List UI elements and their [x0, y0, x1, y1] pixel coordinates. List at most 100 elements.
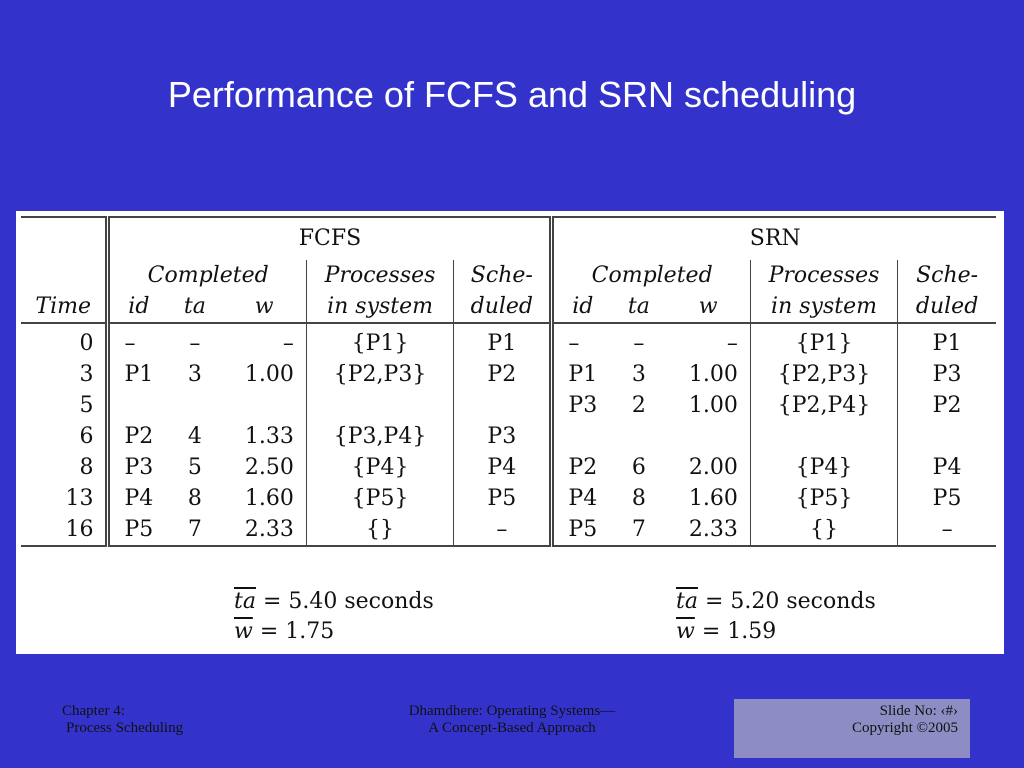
cell-s-w: 1.00	[688, 393, 738, 418]
time-header-blank	[21, 217, 108, 260]
cell-time: 13	[65, 486, 94, 511]
table-row: 16 P5 7 2.33{} – P5 7 2.33{} –	[21, 514, 996, 546]
cell-f-w: 2.50	[244, 455, 294, 480]
cell-time: 16	[65, 517, 94, 542]
cell-f-w: 1.00	[244, 362, 294, 387]
scheduling-table: FCFS SRN Completed Processes Sche- Compl…	[21, 216, 996, 547]
footer-slide-info: Slide No: ‹#› Copyright ©2005	[852, 703, 958, 737]
fcfs-sched-header-2: duled	[453, 291, 552, 323]
slide-title: Performance of FCFS and SRN scheduling	[167, 74, 857, 115]
cell-f-proc	[305, 390, 454, 421]
cell-s-ta: –	[633, 331, 645, 356]
footer-chapter-line2: Process Scheduling	[66, 720, 184, 736]
cell-f-sched: P3	[453, 421, 552, 452]
fcfs-sched-header-1: Sche-	[453, 260, 552, 291]
footer-book: Dhamdhere: Operating Systems— A Concept-…	[362, 703, 662, 737]
cell-s-id	[549, 421, 612, 452]
cell-s-sched: P2	[897, 390, 996, 421]
srn-completed-header: Completed	[549, 260, 751, 291]
cell-s-proc: {P1}	[749, 323, 898, 359]
fcfs-processes-header-1: Processes	[305, 260, 454, 291]
footer-book-line1: Dhamdhere: Operating Systems—	[408, 703, 616, 719]
srn-ta-symbol: ta	[676, 589, 698, 614]
cell-f-w: 1.33	[244, 424, 294, 449]
srn-w-symbol: w	[676, 619, 695, 644]
fcfs-group-header: FCFS	[105, 217, 552, 260]
cell-f-w: –	[282, 331, 294, 356]
cell-time: 3	[79, 362, 94, 387]
cell-f-sched: –	[453, 514, 552, 546]
fcfs-ta-value: = 5.40 seconds	[255, 589, 434, 614]
srn-w-summary: w = 1.59	[676, 617, 876, 647]
cell-s-proc	[749, 421, 898, 452]
cell-s-sched: –	[897, 514, 996, 546]
table-body: 0– – – {P1} P1– – – {P1} P1 3 P1 3 1.00 {P2,P3} P2 P1 3 1…	[21, 323, 996, 546]
cell-f-sched: P2	[453, 359, 552, 390]
cell-s-w: 2.33	[688, 517, 738, 542]
table-row: 0– – – {P1} P1– – – {P1} P1	[21, 323, 996, 359]
srn-ta-value: = 5.20 seconds	[697, 589, 876, 614]
cell-s-id: P5	[549, 514, 612, 546]
fcfs-w-header: w	[254, 294, 274, 319]
srn-summary: ta = 5.20 seconds w = 1.59	[676, 587, 876, 647]
cell-f-id: –	[105, 323, 168, 359]
srn-w-value: = 1.59	[694, 619, 777, 644]
cell-s-id: P1	[549, 359, 612, 390]
srn-sched-header-1: Sche-	[897, 260, 996, 291]
cell-s-sched: P5	[897, 483, 996, 514]
footer-slide-number: Slide No: ‹#›	[879, 703, 958, 719]
cell-f-ta	[167, 390, 222, 421]
cell-s-ta: 8	[631, 486, 646, 511]
cell-s-w: 1.00	[688, 362, 738, 387]
cell-s-id: P3	[549, 390, 612, 421]
cell-f-ta: 5	[187, 455, 202, 480]
srn-processes-header-1: Processes	[749, 260, 898, 291]
srn-sched-header-2: duled	[897, 291, 996, 323]
cell-s-ta: 2	[631, 393, 646, 418]
cell-f-sched: P5	[453, 483, 552, 514]
table-row: 3 P1 3 1.00 {P2,P3} P2 P1 3 1.00 {P2,P3} P3	[21, 359, 996, 390]
cell-f-ta: 8	[187, 486, 202, 511]
cell-f-ta: 3	[187, 362, 202, 387]
fcfs-summary: ta = 5.40 seconds w = 1.75	[234, 587, 434, 647]
fcfs-processes-header-2: in system	[305, 291, 454, 323]
table-row: 13 P4 8 1.60 {P5} P5 P4 8 1.60 {P5} P5	[21, 483, 996, 514]
cell-f-id: P4	[105, 483, 168, 514]
cell-f-id: P5	[105, 514, 168, 546]
cell-s-id: P2	[549, 452, 612, 483]
cell-f-w: 1.60	[244, 486, 294, 511]
fcfs-ta-symbol: ta	[234, 589, 256, 614]
cell-s-sched: P1	[897, 323, 996, 359]
fcfs-w-value: = 1.75	[252, 619, 335, 644]
cell-f-id	[105, 390, 168, 421]
cell-s-ta: 6	[631, 455, 646, 480]
cell-f-id: P1	[105, 359, 168, 390]
table-row: 5 P3 2 1.00 {P2,P4} P2	[21, 390, 996, 421]
table-row: 8 P3 5 2.50 {P4} P4 P2 6 2.00 {P4} P4	[21, 452, 996, 483]
cell-s-sched: P4	[897, 452, 996, 483]
cell-s-id: P4	[549, 483, 612, 514]
cell-s-w: 2.00	[688, 455, 738, 480]
cell-f-proc: {P3,P4}	[305, 421, 454, 452]
cell-s-proc: {P2,P3}	[749, 359, 898, 390]
cell-f-ta: 4	[187, 424, 202, 449]
cell-f-id: P2	[105, 421, 168, 452]
cell-f-w: 2.33	[244, 517, 294, 542]
cell-s-id: –	[549, 323, 612, 359]
cell-s-ta: 3	[631, 362, 646, 387]
cell-time: 6	[79, 424, 94, 449]
fcfs-ta-header: ta	[183, 294, 206, 319]
cell-s-w: 1.60	[688, 486, 738, 511]
cell-time: 8	[79, 455, 94, 480]
srn-ta-header: ta	[627, 294, 650, 319]
fcfs-id-header: id	[105, 291, 168, 323]
srn-id-header: id	[549, 291, 612, 323]
cell-s-w	[666, 421, 750, 452]
time-header-blank-2	[21, 260, 108, 291]
cell-f-proc: {P5}	[305, 483, 454, 514]
srn-w-header: w	[698, 294, 718, 319]
cell-f-proc: {P2,P3}	[305, 359, 454, 390]
cell-f-w	[223, 390, 307, 421]
footer-chapter-line1: Chapter 4:	[62, 703, 125, 719]
fcfs-ta-summary: ta = 5.40 seconds	[234, 587, 434, 617]
